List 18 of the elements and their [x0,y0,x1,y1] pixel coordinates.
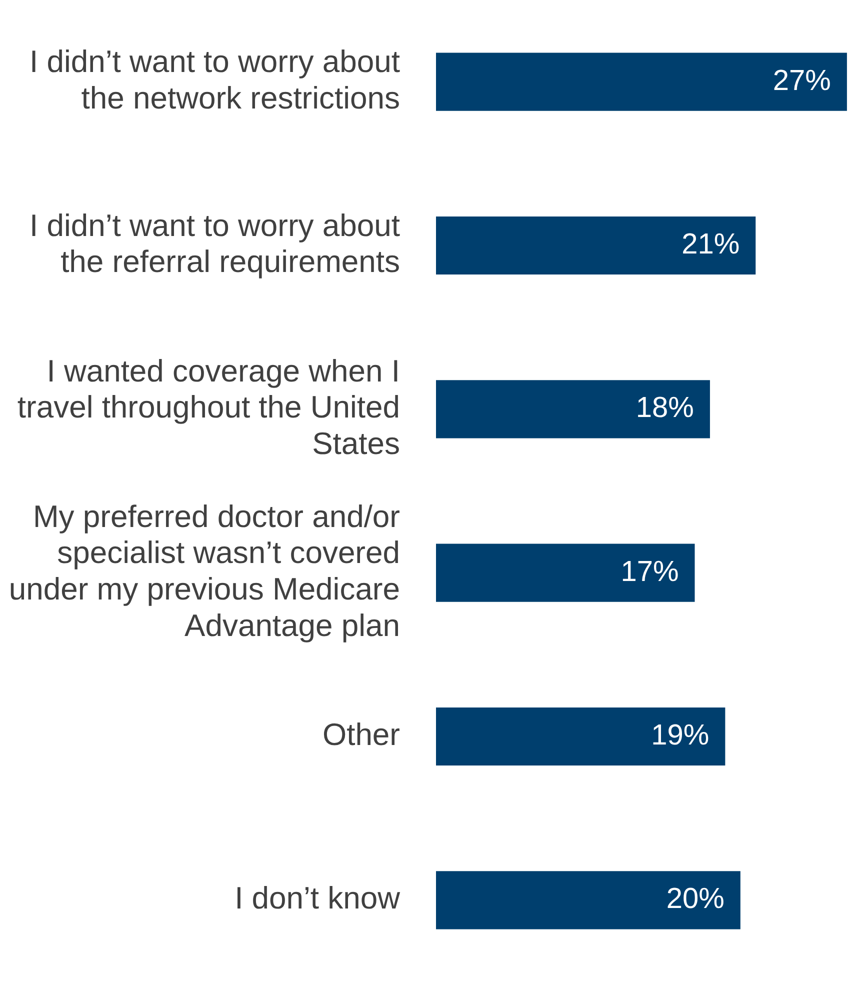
y-tick-label: My preferred doctor and/or specialist wasn’t covered under my previous Medicare Advantage plan [8,498,400,643]
y-tick-label: I don’t know [234,880,401,916]
data-label: 17% [620,556,679,588]
y-tick-label: Other [322,717,400,752]
bar [436,380,710,438]
y-tick-label: I didn’t want to worry about the network restrictions [30,44,400,116]
bar [436,544,695,602]
data-label: 18% [636,392,694,424]
y-tick-label: I wanted coverage when I travel throughout the United States [17,353,400,461]
data-label: 27% [772,64,831,97]
data-label: 20% [666,883,724,916]
bar [436,216,756,275]
bar [436,52,847,111]
y-tick-label: I didn’t want to worry about the referral requirements [30,208,400,280]
bar [436,707,726,766]
bar [436,871,740,930]
data-label: 19% [651,720,710,752]
data-label: 21% [682,228,740,260]
